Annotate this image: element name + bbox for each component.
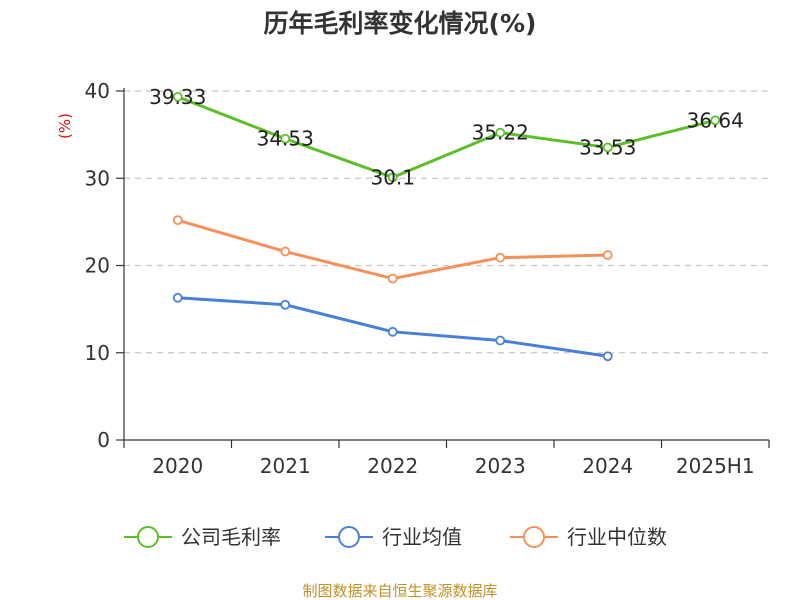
series-group bbox=[172, 91, 721, 362]
x-tick-label-2023: 2023 bbox=[475, 454, 526, 478]
y-tick-label-30: 30 bbox=[85, 166, 110, 190]
x-tick-label-2021: 2021 bbox=[260, 454, 311, 478]
series-0-point-2022 bbox=[387, 172, 398, 183]
legend-label-0: 公司毛利率 bbox=[181, 525, 281, 549]
y-tick-label-20: 20 bbox=[85, 254, 110, 278]
series-1-point-2024 bbox=[602, 351, 613, 362]
x-tick-label-2020: 2020 bbox=[152, 454, 203, 478]
series-0-point-2021 bbox=[280, 133, 291, 144]
grid-lines bbox=[124, 90, 769, 354]
series-line-2 bbox=[177, 218, 608, 281]
data-label-2024: 33.53 bbox=[579, 135, 636, 159]
series-2-point-2024 bbox=[602, 250, 613, 260]
axes: 0 10 20 30 40 2020 2021 2022 2023 2024 2025H1 bbox=[85, 79, 770, 478]
series-1-point-2023 bbox=[495, 335, 506, 346]
data-label-2021: 34.53 bbox=[257, 127, 314, 151]
y-axis-unit: (%) bbox=[56, 113, 74, 139]
data-label-2023: 35.22 bbox=[472, 121, 529, 145]
legend-label-1: 行业均值 bbox=[382, 525, 462, 549]
data-labels: 39.33 34.53 30.1 35.22 33.53 36.64 bbox=[149, 85, 744, 190]
legend-marker-0 bbox=[137, 526, 159, 548]
series-2-point-2023 bbox=[495, 252, 506, 263]
x-tick-label-2022: 2022 bbox=[367, 454, 418, 478]
x-tick-label-2024: 2024 bbox=[582, 454, 633, 478]
series-1-point-2022 bbox=[387, 326, 398, 337]
series-0-point-2020 bbox=[172, 91, 183, 102]
x-tick-label-2025H1: 2025H1 bbox=[676, 454, 755, 478]
y-tick-label-0: 0 bbox=[97, 428, 110, 452]
series-line-0 bbox=[177, 95, 716, 179]
series-0-point-2023 bbox=[495, 127, 506, 138]
series-1-point-2020 bbox=[172, 292, 183, 303]
y-tick-label-10: 10 bbox=[85, 341, 110, 365]
series-0-point-2024 bbox=[602, 142, 613, 153]
series-2-point-2020 bbox=[172, 215, 183, 226]
series-2-point-2021 bbox=[280, 246, 291, 257]
legend-marker-2 bbox=[523, 526, 545, 548]
legend-marker-1 bbox=[338, 526, 360, 548]
data-label-2025H1: 36.64 bbox=[687, 108, 744, 132]
data-label-2020: 39.33 bbox=[149, 85, 206, 109]
chart-title: 历年毛利率变化情况(%) bbox=[264, 9, 537, 38]
y-tick-label-40: 40 bbox=[85, 79, 110, 103]
legend: 公司毛利率 行业均值 行业中位数 bbox=[124, 525, 667, 549]
series-2-point-2022 bbox=[387, 273, 398, 284]
data-label-2022: 30.1 bbox=[370, 165, 415, 189]
series-0-point-2025H1 bbox=[710, 115, 721, 126]
legend-label-2: 行业中位数 bbox=[567, 525, 667, 549]
series-1-point-2021 bbox=[280, 299, 291, 310]
source-note: 制图数据来自恒生聚源数据库 bbox=[302, 582, 497, 600]
